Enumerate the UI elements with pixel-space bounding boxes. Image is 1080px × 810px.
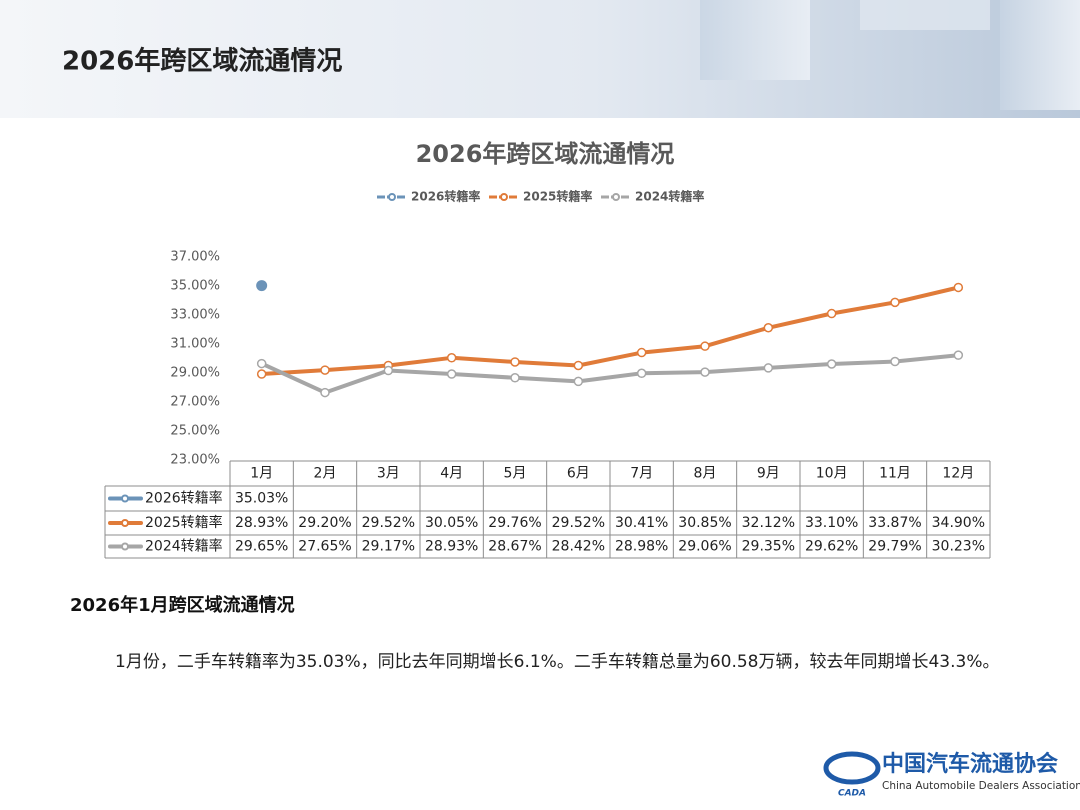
legend-swatch [388,193,396,201]
table-cell: 34.90% [932,515,985,531]
table-cell: 28.98% [615,539,668,555]
x-tick-label: 6月 [567,466,590,482]
table-cell: 28.93% [425,539,478,555]
data-point [636,368,647,379]
data-point [510,373,520,383]
data-point [383,365,394,376]
logo-mark: CADA [838,789,866,799]
data-point [826,308,837,319]
x-tick-label: 12月 [942,466,974,482]
table-row-label: 2024转籍率 [145,538,223,555]
table-swatch [121,542,129,551]
series-line [259,285,961,376]
data-point [573,360,584,371]
logo-icon [823,751,881,785]
y-tick-label: 35.00% [170,279,220,294]
table-row-label: 2025转籍率 [145,514,223,531]
x-tick-label: 7月 [630,466,653,482]
table-cell: 29.20% [298,515,351,531]
data-point [953,282,964,293]
x-tick-label: 4月 [440,466,463,482]
page-title: 2026年跨区域流通情况 [62,46,342,77]
legend-swatch [500,193,508,201]
deco-box [1000,0,1080,110]
logo-name: 中国汽车流通协会 [882,751,1058,777]
table-cell: 27.65% [298,539,351,555]
table-cell: 30.23% [932,539,985,555]
logo-english: China Automobile Dealers Association [882,780,1080,792]
table-cell: 29.17% [362,539,415,555]
y-tick-label: 37.00% [170,250,220,265]
x-tick-label: 11月 [879,466,911,482]
section-heading: 2026年1月跨区域流通情况 [70,594,295,616]
deco-box [700,0,810,80]
table-cell: 28.93% [235,515,288,531]
x-tick-label: 10月 [816,466,848,482]
table-row-label: 2026转籍率 [145,490,223,507]
data-point [763,323,774,333]
logo: CADA 中国汽车流通协会 China Automobile Dealers A… [823,751,1080,799]
y-tick-label: 23.00% [170,453,220,468]
data-point [826,359,837,369]
table-cell: 29.06% [678,539,731,555]
table-cell: 30.85% [678,515,731,531]
data-point [953,350,964,360]
data-point [320,387,330,398]
table-cell: 28.67% [488,539,541,555]
data-point [510,357,520,367]
y-tick-label: 27.00% [170,395,220,410]
table-cell: 28.42% [552,539,605,555]
x-tick-label: 1月 [250,466,273,482]
x-tick-label: 2月 [314,466,337,482]
table-cell: 32.12% [742,515,795,531]
table-cell: 29.79% [868,539,921,555]
data-point [446,369,457,379]
data-point [890,297,900,308]
y-tick-label: 31.00% [170,337,220,352]
legend-swatch [612,193,620,201]
data-point [636,347,647,358]
x-tick-label: 8月 [694,466,717,482]
table-cell: 29.65% [235,539,288,555]
x-tick-label: 9月 [757,466,780,482]
table-cell: 29.52% [362,515,415,531]
data-point [256,369,267,379]
table-cell: 35.03% [235,491,288,507]
x-tick-label: 3月 [377,466,400,482]
y-tick-label: 29.00% [170,366,220,381]
data-point [700,367,710,377]
table-cell: 33.10% [805,515,858,531]
deco-box [860,0,990,30]
data-point [763,363,774,373]
legend-label: 2026转籍率 [411,189,480,204]
data-point [446,353,457,363]
data-point [256,280,268,292]
table-cell: 33.87% [868,515,921,531]
table-cell: 30.41% [615,515,668,531]
series-line [259,353,961,395]
y-tick-label: 25.00% [170,424,220,439]
data-point [890,356,900,367]
table-cell: 29.62% [805,539,858,555]
legend-label: 2025转籍率 [523,189,592,204]
data-point [256,358,267,369]
data-point [700,341,710,351]
y-tick-label: 33.00% [170,308,220,323]
chart-title: 2026年跨区域流通情况 [416,140,675,168]
table-cell: 29.76% [488,515,541,531]
paragraph: 1月份，二手车转籍率为35.03%，同比去年同期增长6.1%。二手车转籍总量为6… [115,652,1000,672]
x-tick-label: 5月 [504,466,527,482]
table-cell: 29.52% [552,515,605,531]
table-cell: 30.05% [425,515,478,531]
legend-label: 2024转籍率 [635,189,704,204]
data-point [320,365,330,375]
table-swatch [121,519,129,527]
table-cell: 29.35% [742,539,795,555]
table-swatch [121,494,129,503]
data-point [573,376,584,387]
